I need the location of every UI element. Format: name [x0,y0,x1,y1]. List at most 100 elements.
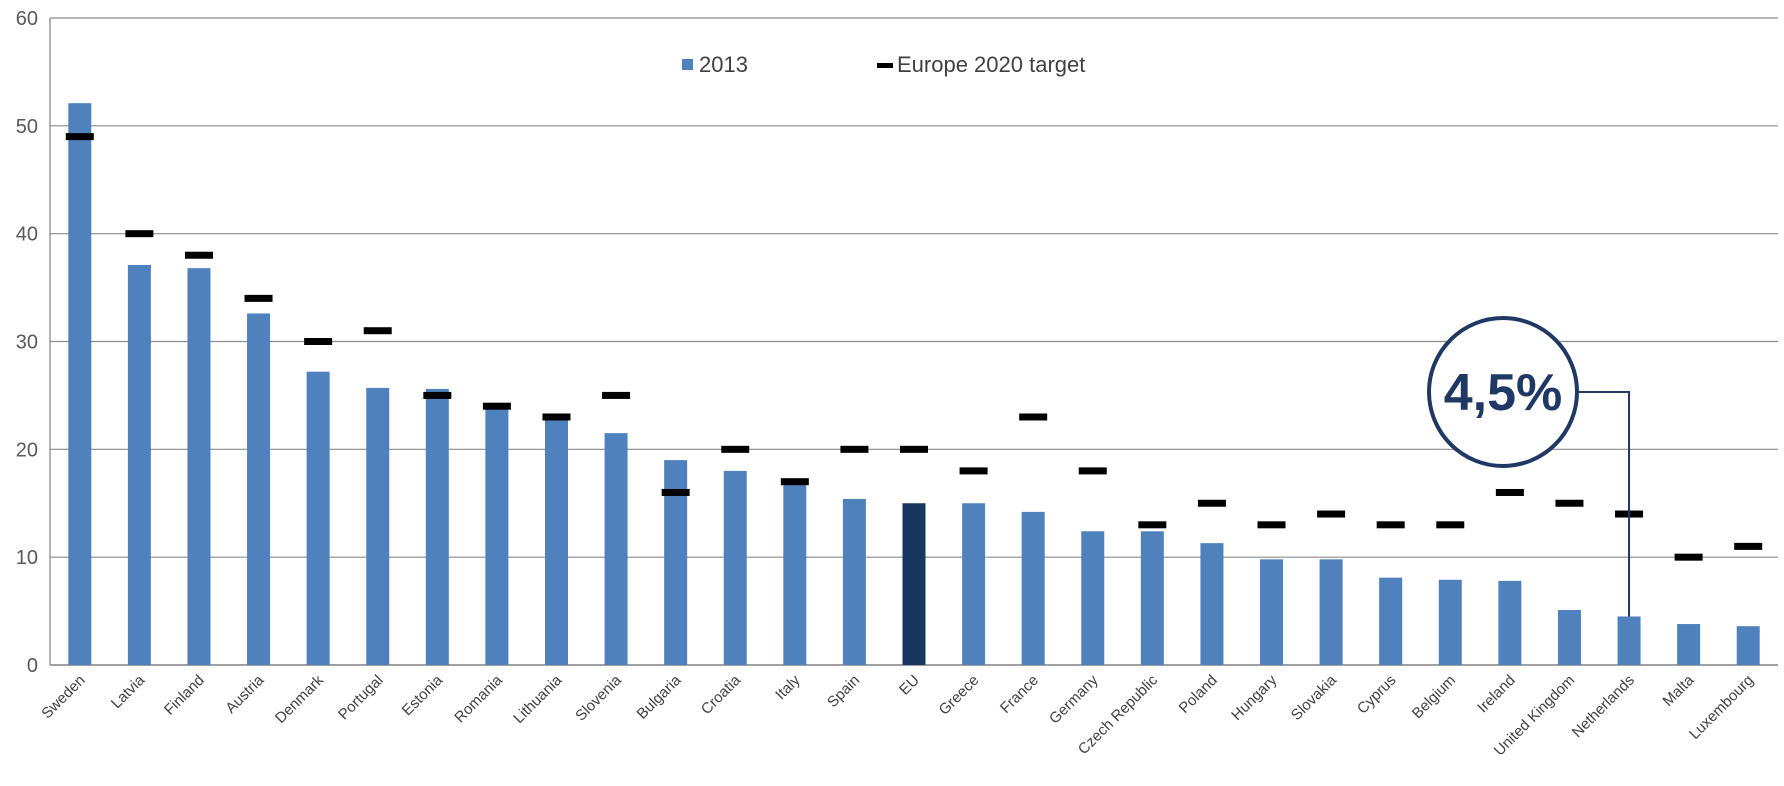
target-marker-poland [1197,499,1226,507]
x-tick-label: Hungary [1228,671,1280,723]
bar-germany [1081,531,1105,665]
x-tick-label: Portugal [335,672,387,724]
target-marker-italy [780,478,809,486]
legend-swatch-2013 [682,59,693,70]
target-marker-czech-republic [1138,521,1167,529]
target-marker-lithuania [542,413,571,421]
target-marker-austria [244,294,273,302]
x-tick-label: Romania [451,671,506,726]
callout-text: 4,5% [1444,364,1563,422]
bar-poland [1200,543,1224,665]
bar-eu [902,503,926,665]
x-tick-label: Slovakia [1288,671,1341,724]
y-tick-label: 60 [16,8,38,30]
y-tick-label: 50 [16,116,38,138]
x-tick-label: Ireland [1474,672,1518,716]
x-tick-label: Sweden [38,672,88,722]
x-tick-label: Luxembourg [1686,672,1757,743]
bar-czech-republic [1140,531,1164,665]
x-tick-label: Denmark [272,671,327,726]
x-tick-label: Latvia [108,671,149,712]
target-marker-malta [1674,553,1703,561]
x-tick-label: Italy [772,671,804,703]
y-tick-label: 40 [16,224,38,246]
bar-malta [1677,624,1701,665]
bar-spain [842,498,866,665]
target-marker-eu [900,445,928,453]
target-marker-france [1019,413,1048,421]
bar-greece [962,503,986,665]
x-tick-label: Netherlands [1569,672,1638,741]
bar-belgium [1438,579,1462,665]
target-marker-spain [840,445,869,453]
callout-connector [1577,391,1631,617]
bar-denmark [306,371,330,665]
x-tick-label: Cyprus [1354,672,1400,718]
bar-sweden [68,103,92,665]
target-marker-sweden [65,133,94,141]
target-marker-portugal [363,327,392,335]
x-tick-label: Germany [1046,671,1102,727]
x-tick-label: France [997,672,1042,717]
y-tick-label: 10 [16,547,38,569]
y-tick-label: 20 [16,439,38,461]
target-marker-denmark [304,338,333,345]
target-marker-romania [482,402,511,410]
bar-portugal [366,387,390,665]
bar-united-kingdom [1557,610,1581,665]
bar-slovakia [1319,559,1343,665]
target-marker-estonia [423,391,452,399]
bar-ireland [1498,580,1522,665]
target-marker-belgium [1436,521,1465,529]
target-marker-slovakia [1317,510,1346,518]
x-tick-label: Finland [161,672,208,719]
target-marker-slovenia [602,391,631,399]
target-marker-hungary [1257,521,1286,529]
x-tick-label: Croatia [698,671,745,718]
target-marker-germany [1078,467,1107,475]
bar-france [1021,511,1045,665]
bar-austria [247,313,271,665]
bar-italy [783,484,807,665]
bar-netherlands [1617,616,1641,665]
x-axis-category-labels: Sweden Latvia Finland Austria Denmark Portuga… [38,671,1757,759]
x-tick-label: Greece [936,672,983,719]
bar-romania [485,407,509,665]
target-marker-ireland [1495,488,1524,496]
y-tick-label: 30 [16,332,38,354]
bar-lithuania [544,416,568,665]
x-tick-label: Malta [1659,671,1697,709]
gridlines [49,17,1778,666]
target-marker-croatia [721,445,750,453]
bar-croatia [723,470,747,665]
y-axis-tick-labels: 0 10 20 30 40 50 60 [16,8,38,677]
y-tick-label: 0 [27,655,38,677]
legend-swatch-target [877,63,893,68]
target-marker-greece [959,467,988,475]
x-tick-label: Lithuania [510,671,566,727]
x-tick-label: Estonia [399,671,447,719]
x-tick-label: Poland [1176,672,1221,717]
bar-slovenia [604,433,628,665]
target-marker-finland [184,251,213,259]
bar-finland [187,268,211,665]
target-marker-latvia [125,230,154,238]
target-marker-bulgaria [661,488,690,496]
legend-label-2013: 2013 [699,52,748,77]
legend-label-target: Europe 2020 target [897,52,1085,77]
bar-hungary [1260,559,1284,665]
target-marker-cyprus [1376,521,1405,529]
bar-estonia [425,388,449,665]
x-tick-label: Spain [824,672,863,711]
callout-circle [1427,316,1579,468]
bar-latvia [127,264,151,665]
target-markers [65,133,1763,561]
x-tick-label: Belgium [1409,672,1459,722]
callout: 4,5% [1427,316,1631,617]
legend: 2013 Europe 2020 target [682,52,1085,77]
bar-bulgaria [664,460,688,665]
bar-luxembourg [1736,626,1760,665]
x-tick-label: Bulgaria [634,671,685,722]
bars-2013 [68,103,1760,665]
